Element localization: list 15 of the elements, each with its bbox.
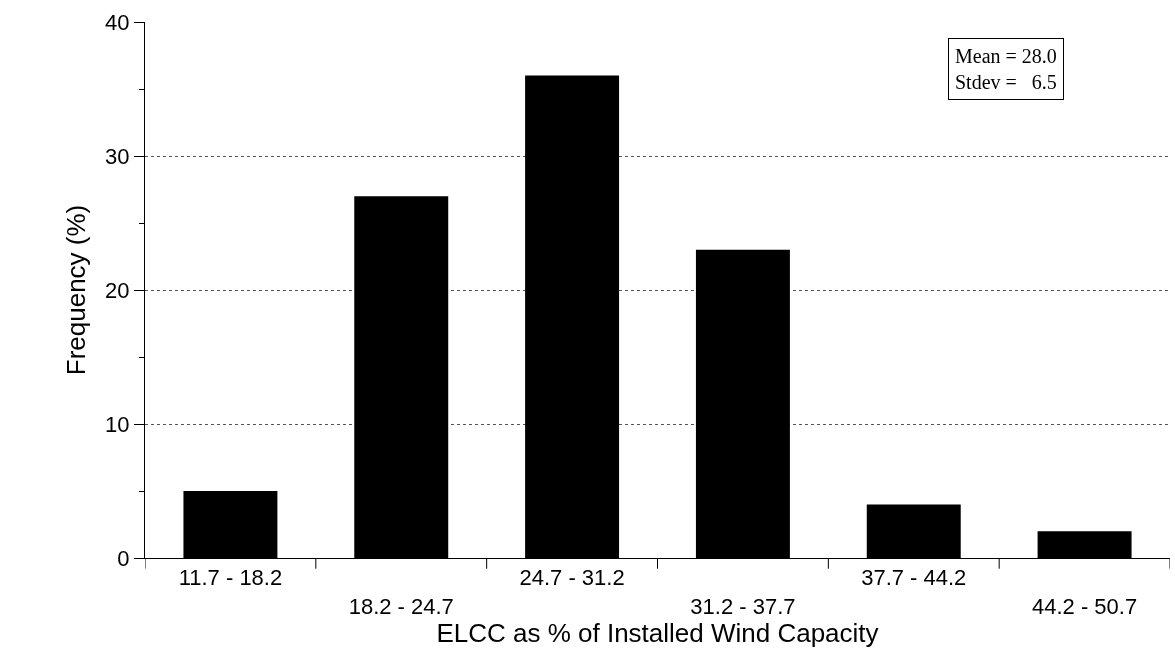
y-axis-title: Frequency (%): [60, 204, 91, 376]
x-tick-label: 24.7 - 31.2: [519, 565, 625, 591]
x-tick-label: 31.2 - 37.7: [690, 594, 796, 619]
y-tick-label: 40: [105, 9, 130, 35]
x-tick-label: 44.2 - 50.7: [1031, 594, 1138, 619]
x-tick-label: 37.7 - 44.2: [861, 565, 967, 591]
y-tick-label: 10: [105, 411, 130, 437]
annotation: Mean = 28.0: [955, 45, 1057, 67]
y-tick-label: 20: [105, 277, 130, 303]
y-tick-label: 30: [105, 143, 130, 169]
x-tick-label: 18.2 - 24.7: [348, 594, 454, 619]
x-tick-label: 11.7 - 18.2: [178, 565, 283, 591]
y-tick-label: 0: [117, 545, 130, 571]
annotation: Stdev = 6.5: [955, 71, 1057, 93]
x-axis-title: ELCC as % of Installed Wind Capacity: [436, 618, 879, 648]
